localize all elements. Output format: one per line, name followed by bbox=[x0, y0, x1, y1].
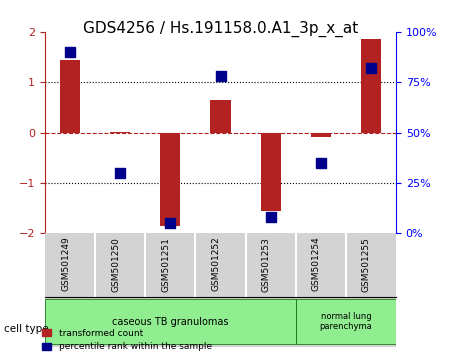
Bar bbox=[261, 133, 281, 211]
Point bbox=[317, 160, 324, 166]
Point bbox=[267, 215, 274, 220]
FancyBboxPatch shape bbox=[45, 299, 296, 344]
Text: GSM501251: GSM501251 bbox=[162, 237, 171, 292]
Bar bbox=[160, 133, 180, 226]
Text: GSM501253: GSM501253 bbox=[261, 237, 270, 292]
FancyBboxPatch shape bbox=[296, 299, 396, 344]
Bar bbox=[361, 39, 381, 133]
Point bbox=[117, 170, 124, 176]
Text: GSM501249: GSM501249 bbox=[61, 237, 70, 291]
Point bbox=[217, 73, 224, 79]
Point bbox=[67, 49, 74, 55]
Point bbox=[167, 221, 174, 226]
Bar bbox=[110, 132, 130, 133]
Text: cell type: cell type bbox=[4, 324, 49, 334]
Legend: transformed count, percentile rank within the sample: transformed count, percentile rank withi… bbox=[40, 327, 213, 353]
Point bbox=[367, 65, 374, 71]
Bar bbox=[311, 133, 331, 137]
Bar bbox=[60, 59, 80, 133]
Text: GSM501252: GSM501252 bbox=[212, 237, 220, 291]
Text: GDS4256 / Hs.191158.0.A1_3p_x_at: GDS4256 / Hs.191158.0.A1_3p_x_at bbox=[83, 21, 358, 38]
Text: GSM501250: GSM501250 bbox=[111, 237, 120, 292]
Text: GSM501254: GSM501254 bbox=[312, 237, 321, 291]
Text: normal lung
parenchyma: normal lung parenchyma bbox=[320, 312, 372, 331]
Bar bbox=[211, 100, 230, 133]
Text: caseous TB granulomas: caseous TB granulomas bbox=[112, 317, 229, 327]
Text: GSM501255: GSM501255 bbox=[362, 237, 371, 292]
